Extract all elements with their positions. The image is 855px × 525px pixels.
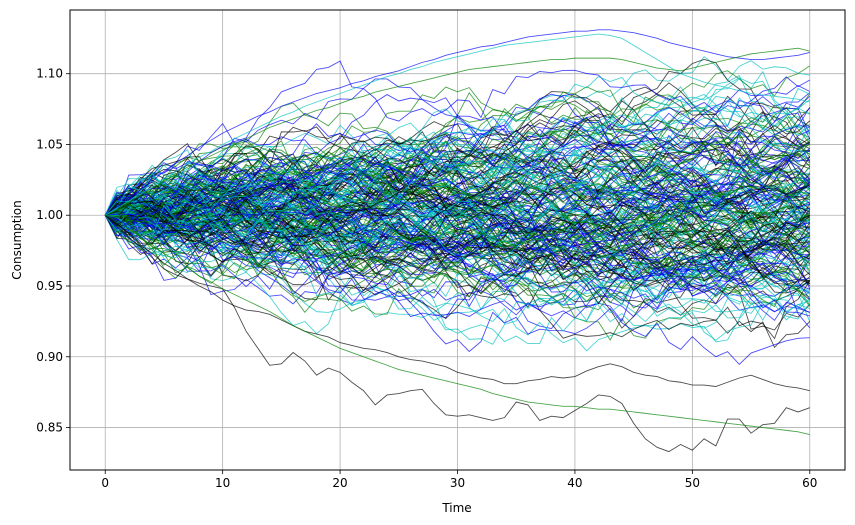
simulated-path [104,94,810,216]
x-tick-label: 20 [332,476,347,490]
simulated-path [104,123,811,217]
y-tick-label: 1.10 [36,67,63,81]
simulated-path [105,138,811,272]
simulated-path [105,178,811,277]
simulated-path [105,187,811,304]
x-tick-label: 60 [802,476,817,490]
y-tick-label: 0.85 [36,421,63,435]
simulated-path [105,191,811,260]
simulated-path [104,214,811,340]
simulated-path [105,193,810,317]
simulated-path [104,214,810,319]
simulated-path [104,161,811,249]
simulated-path [104,159,810,255]
simulated-path [104,126,810,261]
series-line [104,214,810,392]
simulated-path [105,164,811,246]
x-tick-label: 40 [567,476,582,490]
x-tick-label: 30 [450,476,465,490]
simulated-path [104,201,811,266]
simulated-path [104,199,810,282]
y-axis-label: Consumption [10,200,24,279]
simulated-path [105,146,811,264]
series-line [104,29,810,216]
simulated-path [105,210,811,345]
simulated-path [105,58,810,225]
x-axis-label: Time [441,501,471,515]
simulated-path [104,104,811,232]
simulated-path [105,179,811,271]
simulated-path [105,176,810,274]
simulated-path [105,194,811,262]
simulated-path [104,206,810,305]
simulated-path [104,168,810,248]
series-line [104,33,810,216]
simulated-path [105,170,811,276]
simulated-path [105,60,810,216]
x-tick-label: 10 [215,476,230,490]
simulated-path [105,115,811,217]
simulated-path [104,176,810,285]
simulated-path [105,214,811,345]
y-tick-label: 0.95 [36,279,63,293]
simulated-path [104,136,810,237]
simulated-path [104,205,811,301]
series-line [105,47,810,216]
simulated-path [105,203,810,366]
x-tick-label: 0 [101,476,109,490]
simulated-path [104,177,810,317]
simulated-path [104,119,811,224]
simulated-path [105,92,811,238]
axis-ticks: 0 10 20 30 40 50 60 0.85 0.90 0.95 1.00 1.05 1.10 [36,67,817,490]
simulated-path [104,97,811,216]
simulated-path [104,166,811,253]
simulated-path [104,74,811,297]
simulated-path [104,76,810,237]
simulated-path [104,122,811,257]
series-lines [104,29,811,453]
simulated-path [104,214,811,352]
simulated-path [105,100,810,236]
simulated-path [105,158,811,277]
simulated-path [104,172,811,259]
simulated-path [105,95,810,226]
y-tick-label: 0.90 [36,350,63,364]
simulated-path [105,214,811,329]
y-tick-label: 1.05 [36,137,63,151]
simulated-path [104,136,810,216]
series-line [105,214,810,436]
y-tick-label: 1.00 [36,208,63,222]
simulated-path [104,199,810,308]
simulated-path [105,139,811,279]
x-tick-label: 50 [685,476,700,490]
